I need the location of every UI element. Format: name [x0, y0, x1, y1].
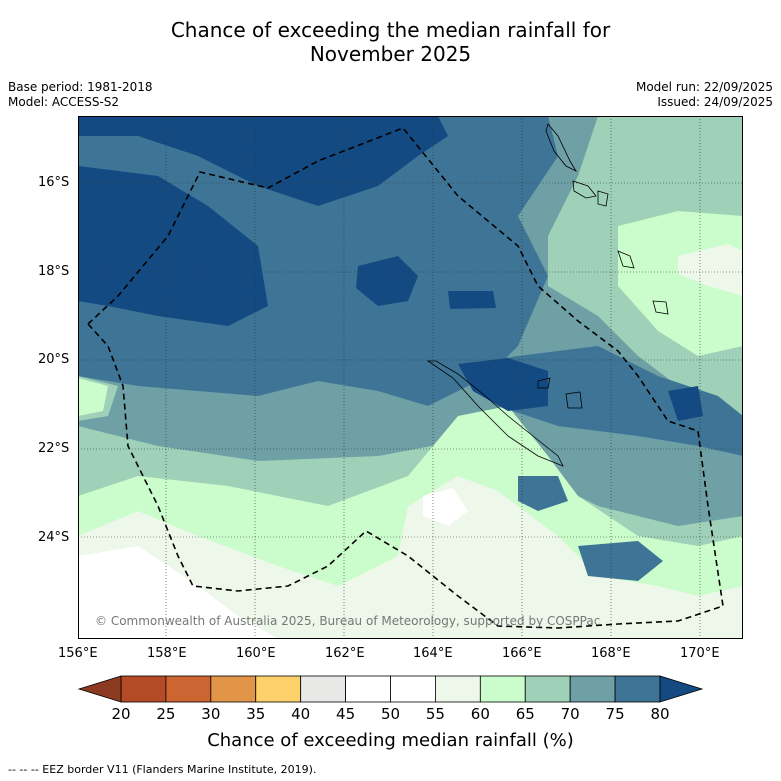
band-80-plus-center [356, 256, 418, 306]
colorbar-segment [390, 675, 436, 703]
map-frame [78, 116, 743, 639]
colorbar-segment [435, 675, 481, 703]
band-80-plus-northwest [78, 116, 448, 206]
lat-label-20: 20°S [38, 352, 70, 367]
colorbar-segment [345, 675, 391, 703]
band-80-plus-east [458, 358, 548, 411]
chart-title: Chance of exceeding the median rainfall … [0, 18, 781, 66]
lon-label-170: 170°E [680, 646, 720, 661]
lon-label-168: 168°E [591, 646, 631, 661]
model-run: Model run: 22/09/2025 [635, 80, 773, 94]
colorbar-segment [210, 675, 257, 703]
coastline-vanuatu-4 [617, 250, 635, 269]
band-50-55-southwest [78, 546, 278, 639]
band-60-65-east [618, 211, 743, 356]
band-55-60-east [678, 244, 743, 296]
colorbar-segment [255, 675, 302, 703]
colorbar-title: Chance of exceeding median rainfall (%) [207, 730, 574, 751]
coastline-vanuatu-3 [597, 190, 609, 207]
band-75-80-south-1 [518, 476, 568, 511]
band-60-65-west [78, 378, 108, 416]
graticule [78, 116, 743, 639]
colorbar-tick-label: 75 [605, 705, 625, 723]
lat-label-24: 24°S [38, 530, 70, 545]
colorbar-tick-label: 25 [156, 705, 176, 723]
colorbar-tick-label: 30 [201, 705, 221, 723]
band-80-plus-far-east [668, 386, 703, 421]
colorbar-extend-high [659, 675, 704, 703]
lon-label-158: 158°E [147, 646, 187, 661]
band-50-55-center [423, 488, 468, 526]
colorbar-extend-low [77, 675, 122, 703]
rainfall-map [78, 116, 743, 639]
coastline-matthew [652, 300, 669, 315]
coastlines [426, 123, 669, 467]
colorbar-segments [120, 675, 661, 703]
title-line-2: November 2025 [309, 42, 472, 66]
lat-label-16: 16°S [38, 175, 70, 190]
colorbar-segment [120, 675, 167, 703]
colorbar-segment [524, 675, 571, 703]
band-80-plus-center-2 [448, 291, 496, 309]
base-period: Base period: 1981-2018 [8, 80, 153, 94]
colorbar-tick-label: 40 [291, 705, 311, 723]
band-75-80-south-2 [578, 541, 663, 581]
meta-left: Base period: 1981-2018 Model: ACCESS-S2 [8, 80, 153, 110]
colorbar-tick-label: 70 [560, 705, 580, 723]
lon-label-162: 162°E [325, 646, 365, 661]
lat-label-22: 22°S [38, 441, 70, 456]
lon-label-160: 160°E [236, 646, 276, 661]
colorbar-segment [165, 675, 212, 703]
band-75-80-north [78, 116, 558, 406]
coastline-loyalty-1 [537, 377, 551, 389]
lon-label-156: 156°E [58, 646, 98, 661]
colorbar [77, 675, 704, 703]
colorbar-segment [479, 675, 526, 703]
colorbar-tick-label: 45 [336, 705, 356, 723]
issued-date: Issued: 24/09/2025 [657, 95, 773, 109]
meta-right: Model run: 22/09/2025 Issued: 24/09/2025 [636, 80, 773, 110]
coastline-vanuatu-2 [572, 180, 597, 199]
eez-border [86, 127, 724, 629]
colorbar-segment [569, 675, 616, 703]
colorbar-tick-label: 35 [246, 705, 266, 723]
colorbar-tick-label: 60 [470, 705, 490, 723]
colorbar-tick-label: 65 [515, 705, 535, 723]
colorbar-tick-label: 50 [380, 705, 401, 723]
coastline-loyalty-2 [565, 391, 583, 409]
lon-label-164: 164°E [413, 646, 453, 661]
coastline-new-caledonia [426, 360, 564, 467]
title-line-1: Chance of exceeding the median rainfall … [170, 18, 611, 42]
lat-label-18: 18°S [38, 264, 70, 279]
model-name: Model: ACCESS-S2 [8, 95, 120, 109]
copyright-notice: © Commonwealth of Australia 2025, Bureau… [95, 614, 601, 628]
lon-label-166: 166°E [502, 646, 542, 661]
coastline-vanuatu-1 [545, 123, 578, 172]
eez-footnote: -- -- -- EEZ border V11 (Flanders Marine… [8, 763, 317, 776]
colorbar-tick-label: 20 [111, 705, 131, 723]
colorbar-segment [300, 675, 346, 703]
colorbar-segment [614, 675, 661, 703]
colorbar-tick-label: 55 [425, 705, 445, 723]
colorbar-tick-label: 80 [650, 705, 670, 723]
